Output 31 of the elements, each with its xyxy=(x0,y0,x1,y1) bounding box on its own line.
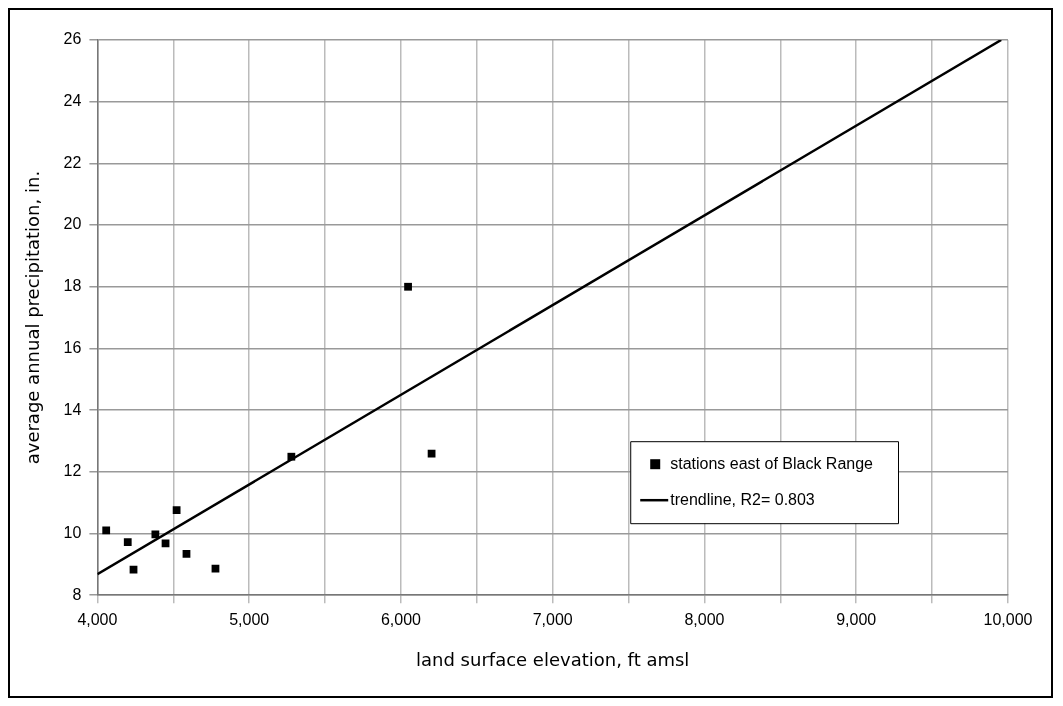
point xyxy=(123,538,132,547)
point xyxy=(211,564,220,573)
y-tick-label: 14 xyxy=(63,400,82,418)
y-tick-label: 10 xyxy=(63,523,82,541)
y-tick-label: 26 xyxy=(63,30,82,48)
x-tick-label: 8,000 xyxy=(684,611,725,629)
y-tick-label: 22 xyxy=(63,153,82,171)
point xyxy=(172,506,181,514)
point xyxy=(427,449,436,458)
x-tick-label: 9,000 xyxy=(836,611,877,629)
point xyxy=(151,530,160,539)
point xyxy=(161,539,170,548)
x-tick-label: 10,000 xyxy=(983,611,1033,629)
legend-label: stations east of Black Range xyxy=(670,454,874,472)
x-tick-label: 7,000 xyxy=(532,611,573,629)
y-axis-title: average annual precipitation, in. xyxy=(22,170,44,465)
y-tick-label: 20 xyxy=(63,215,82,233)
x-tick-label: 6,000 xyxy=(380,611,422,629)
y-tick-label: 16 xyxy=(63,338,82,356)
point xyxy=(102,526,111,535)
y-tick-label: 12 xyxy=(63,462,82,480)
point xyxy=(182,549,191,558)
point xyxy=(287,452,296,461)
y-tick-label: 8 xyxy=(72,585,82,603)
x-tick-label: 5,000 xyxy=(229,611,270,629)
x-tick-label: 4,000 xyxy=(77,611,118,629)
y-tick-label: 18 xyxy=(63,277,82,295)
point xyxy=(404,282,412,291)
legend-label: trendline, R2= 0.803 xyxy=(670,490,815,508)
x-axis-title: land surface elevation, ft amsl xyxy=(416,648,690,670)
y-tick-label: 24 xyxy=(63,92,82,110)
